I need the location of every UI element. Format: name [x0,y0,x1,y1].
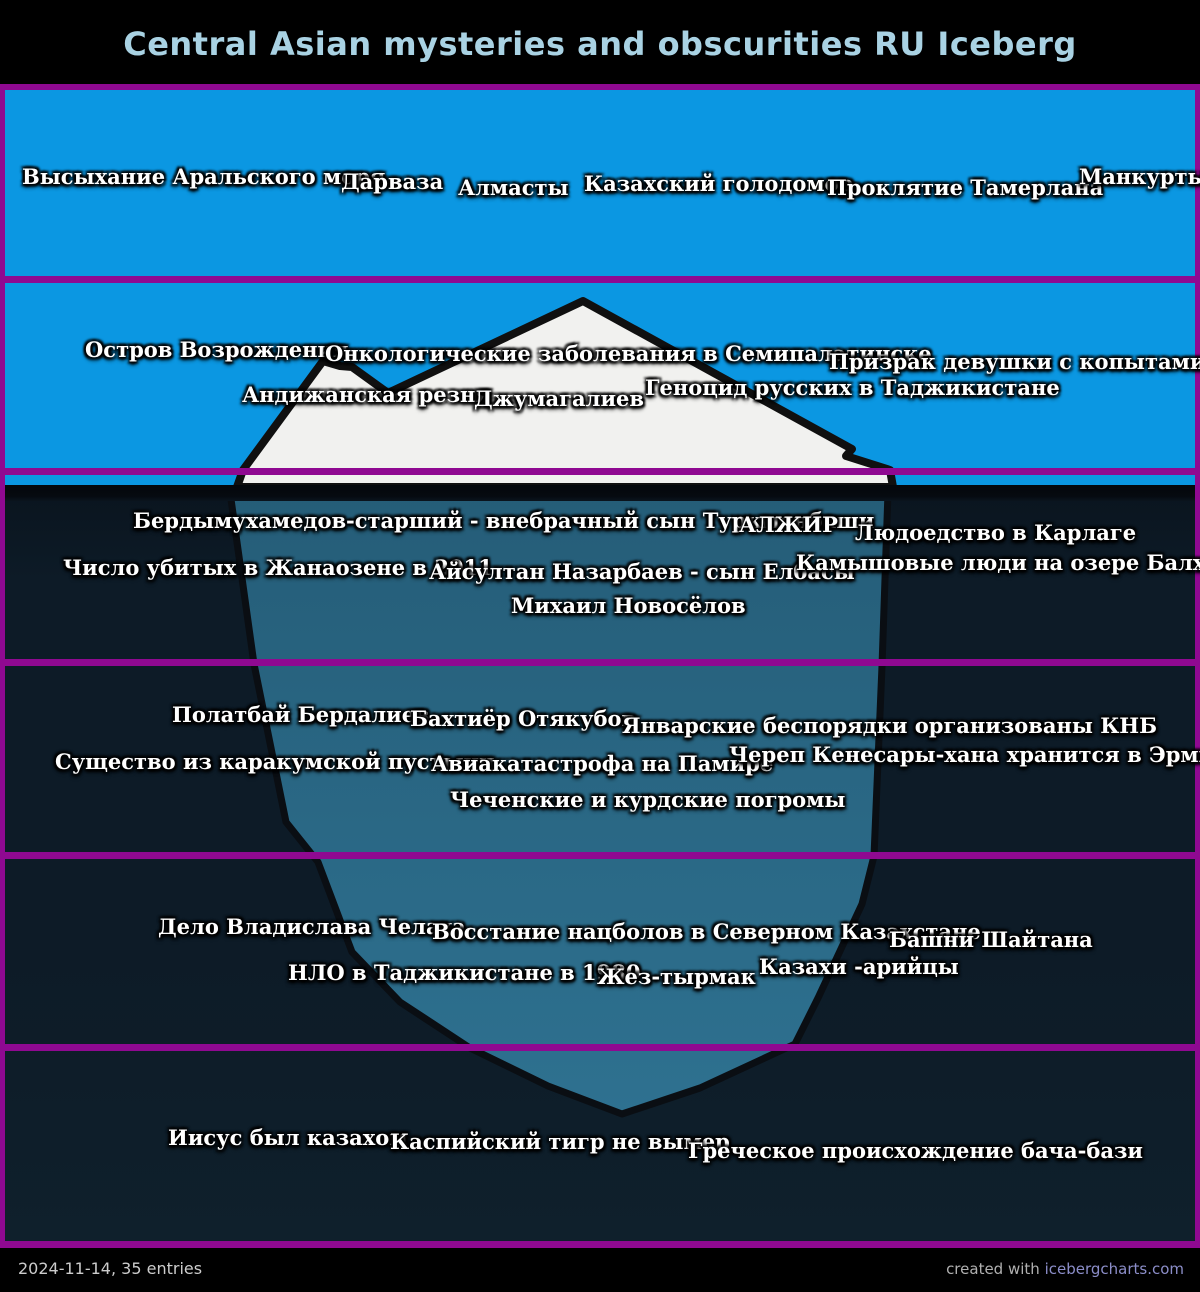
iceberg-below-water-shape [226,488,892,1118]
tier-separator [0,1044,1200,1051]
page-title: Central Asian mysteries and obscurities … [123,25,1077,63]
credit-prefix: created with [946,1260,1045,1278]
tier-separator [0,468,1200,475]
tier-separator [0,659,1200,666]
tier-separator [0,276,1200,283]
tier-separator [0,852,1200,859]
header-bar: Central Asian mysteries and obscurities … [0,0,1200,84]
iceberg-above-water-shape [233,297,897,491]
left-border [0,84,5,1248]
footer-bar: 2024-11-14, 35 entries created with iceb… [0,1248,1200,1292]
right-border [1195,84,1200,1248]
tier-separator [0,84,1200,90]
iceberg-chart-area [0,84,1200,1248]
waterline-band [0,485,1200,501]
credit-text: created with icebergcharts.com [946,1248,1184,1292]
icebergcharts-link[interactable]: icebergcharts.com [1044,1260,1184,1278]
iceberg-illustration [226,297,897,1118]
date-entry-count: 2024-11-14, 35 entries [18,1259,203,1278]
tier-separator [0,1241,1200,1248]
